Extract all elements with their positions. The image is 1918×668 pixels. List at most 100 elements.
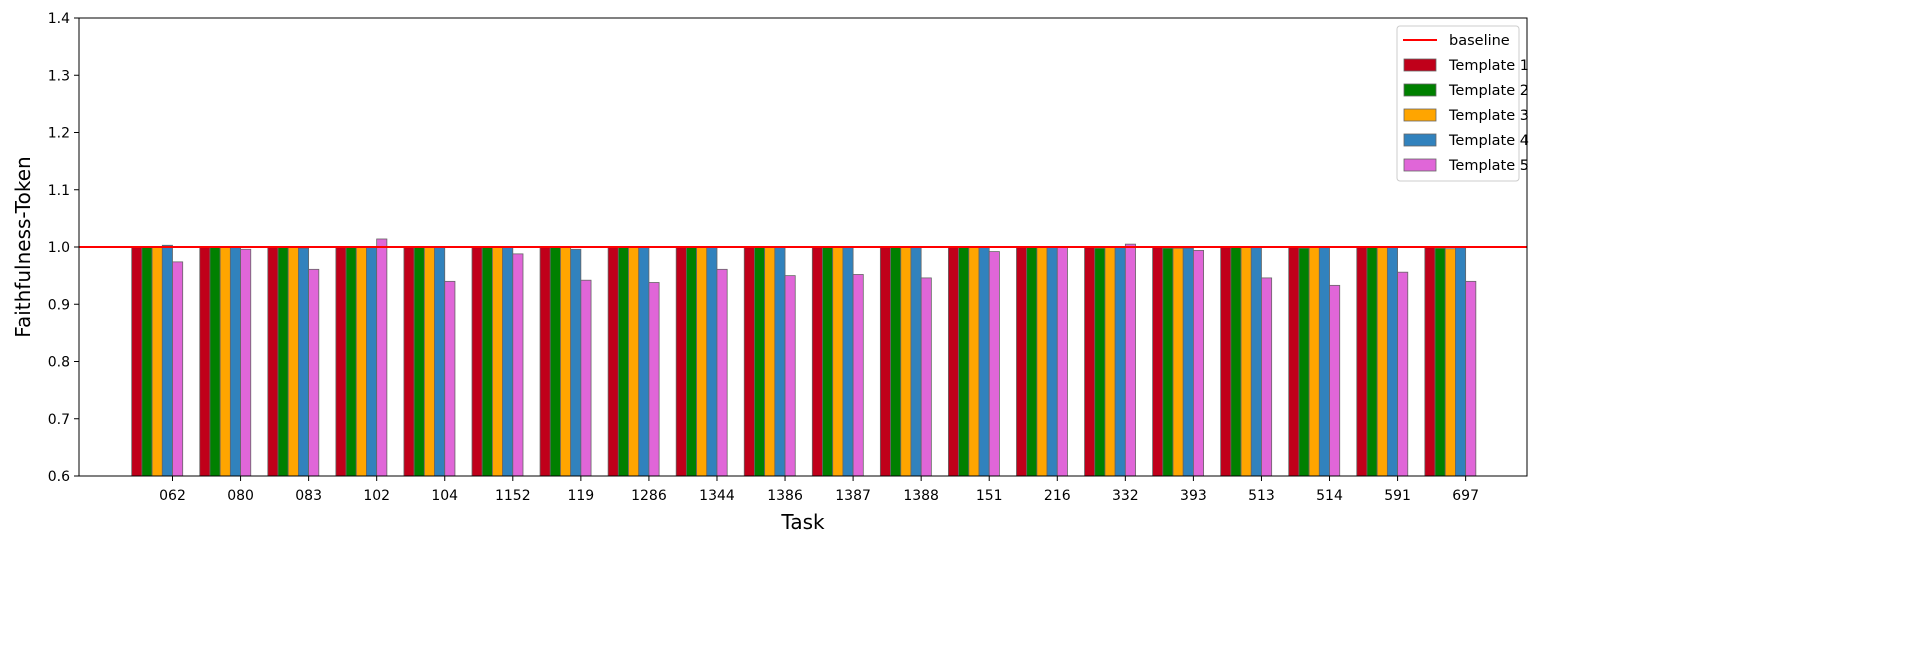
legend-label-template-5: Template 5 (1448, 158, 1529, 174)
x-tick-label: 1386 (767, 488, 803, 504)
bar-template-5 (1056, 246, 1068, 477)
bar-template-4 (161, 244, 173, 477)
bar-template-3 (219, 246, 231, 477)
bar-template-4 (1114, 246, 1126, 477)
bar-template-1 (879, 246, 891, 477)
bar-template-4 (1250, 246, 1262, 477)
bar-template-1 (267, 246, 279, 477)
faithfulness-bar-chart: 0.6 0.7 0.8 0.9 1.0 1.1 1.2 1.3 1.4 062 080 083 102… (11, 11, 1529, 534)
bar-template-3 (151, 246, 163, 477)
x-axis-title: Task (780, 510, 825, 534)
bar-template-4 (1318, 246, 1330, 477)
bar-template-5 (648, 282, 660, 477)
y-tick-label: 0.9 (48, 297, 70, 313)
x-tick-label: 1387 (835, 488, 871, 504)
bar-template-2 (1094, 247, 1106, 477)
bar-template-4 (1182, 247, 1194, 477)
x-tick-label: 119 (567, 488, 594, 504)
bar-template-1 (743, 246, 755, 477)
bar-template-4 (1386, 246, 1398, 477)
bar-template-1 (471, 246, 483, 477)
bar-template-5 (240, 248, 252, 477)
x-tick-label: 1388 (903, 488, 939, 504)
bar-template-3 (1036, 246, 1048, 477)
bar-template-5 (1329, 284, 1341, 477)
y-axis-title: Faithfulness-Token (11, 156, 35, 337)
bar-template-4 (842, 246, 854, 477)
x-tick-label: 216 (1044, 488, 1071, 504)
bar-template-4 (366, 246, 378, 477)
bar-template-4 (434, 246, 446, 477)
bar-template-2 (958, 246, 970, 477)
bar-template-3 (1376, 246, 1388, 477)
bar-template-1 (1220, 246, 1232, 477)
bar-template-1 (199, 246, 211, 477)
bar-template-2 (209, 246, 221, 477)
legend: baseline Template 1 Template 2 Template 3 Te… (1396, 25, 1529, 182)
bar-template-3 (1240, 246, 1252, 477)
x-tick-label: 104 (431, 488, 458, 504)
y-tick-label: 1.0 (48, 240, 70, 256)
bar-template-2 (413, 246, 425, 477)
bar-template-3 (1104, 246, 1116, 477)
bar-template-5 (1465, 280, 1477, 477)
legend-label-template-3: Template 3 (1448, 108, 1529, 124)
legend-swatch-template-5 (1403, 158, 1437, 172)
bar-template-2 (277, 246, 289, 477)
y-tick-label: 1.2 (48, 126, 70, 142)
bar-template-4 (502, 246, 514, 477)
x-axis: 062 080 083 102 104 1152 119 1286 1344 1386 1387 13… (159, 476, 1479, 504)
y-tick-label: 1.4 (48, 11, 70, 27)
bar-template-2 (481, 246, 493, 477)
bar-template-1 (1016, 246, 1028, 477)
bar-template-5 (1193, 250, 1205, 477)
bar-template-3 (696, 246, 708, 477)
legend-label-template-2: Template 2 (1448, 83, 1529, 99)
x-tick-label: 332 (1112, 488, 1139, 504)
bar-template-3 (355, 246, 367, 477)
bar-template-3 (1308, 246, 1320, 477)
bar-template-1 (1356, 246, 1368, 477)
bar-template-4 (570, 248, 582, 477)
bar-template-5 (1124, 243, 1136, 477)
bar-template-2 (754, 246, 766, 477)
bar-template-1 (1152, 246, 1164, 477)
x-tick-label: 697 (1452, 488, 1479, 504)
bar-template-4 (774, 246, 786, 477)
bar-template-3 (764, 246, 776, 477)
bar-template-2 (685, 246, 697, 477)
legend-swatch-template-4 (1403, 133, 1437, 147)
bar-template-5 (444, 280, 456, 477)
bar-template-5 (852, 274, 864, 477)
bar-template-3 (287, 246, 299, 477)
bar-template-3 (900, 246, 912, 477)
y-tick-label: 0.8 (48, 355, 70, 371)
bar-template-5 (580, 279, 592, 477)
bar-template-5 (1397, 271, 1409, 477)
bar-template-3 (423, 246, 435, 477)
bar-template-3 (628, 246, 640, 477)
y-tick-label: 0.6 (48, 469, 70, 485)
x-tick-label: 151 (976, 488, 1003, 504)
bar-template-1 (811, 246, 823, 477)
x-tick-label: 102 (363, 488, 390, 504)
y-tick-label: 0.7 (48, 412, 70, 428)
bar-template-5 (784, 275, 796, 477)
bar-template-5 (716, 268, 728, 477)
bar-template-3 (560, 246, 572, 477)
x-tick-label: 062 (159, 488, 186, 504)
legend-label-baseline: baseline (1449, 33, 1510, 49)
bar-template-1 (607, 246, 619, 477)
x-tick-label: 083 (295, 488, 322, 504)
bar-template-4 (638, 246, 650, 477)
bar-template-3 (491, 246, 503, 477)
bar-template-2 (549, 246, 561, 477)
y-tick-label: 1.3 (48, 68, 70, 84)
bar-template-3 (968, 246, 980, 477)
bar-template-3 (1172, 247, 1184, 477)
bar-template-5 (512, 253, 524, 477)
bar-template-1 (1084, 246, 1096, 477)
bar-template-2 (1026, 246, 1038, 477)
bar-template-2 (1230, 246, 1242, 477)
bar-template-1 (403, 246, 415, 477)
